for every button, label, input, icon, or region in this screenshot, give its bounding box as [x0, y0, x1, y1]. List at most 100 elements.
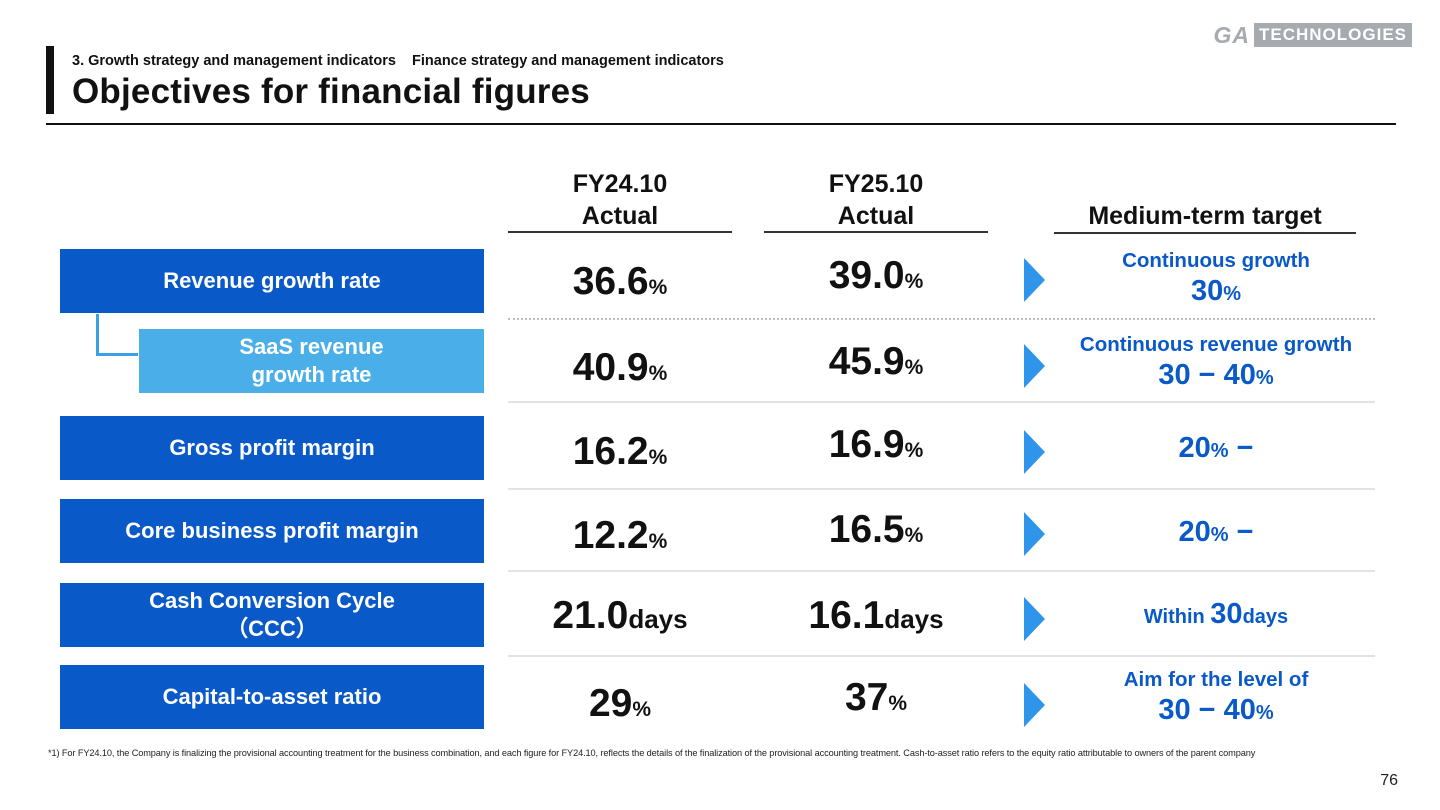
row-label-text: Gross profit margin [169, 435, 375, 460]
page-title: Objectives for financial figures [72, 72, 590, 111]
target-core-profit: 20% − [1056, 516, 1376, 549]
page-number: 76 [1380, 772, 1398, 789]
column-underline-fy25 [764, 231, 988, 233]
value-unit: % [648, 276, 668, 299]
column-underline-target [1054, 232, 1356, 234]
title-divider [46, 123, 1396, 125]
row-separator [508, 401, 1375, 403]
value-fy24-saas-growth: 40.9% [508, 346, 732, 390]
value-unit: % [888, 692, 908, 715]
column-header-fy24-type: Actual [581, 202, 659, 230]
value-number: 29 [588, 682, 633, 725]
value-unit: % [648, 530, 668, 553]
target-number: 30 − 40 [1158, 694, 1256, 726]
target-gross-profit: 20% − [1056, 432, 1376, 465]
value-fy24-capital-ratio: 29% [508, 682, 732, 726]
row-label-text-sub: （CCC） [226, 616, 318, 641]
title-accent-bar [46, 46, 54, 114]
target-capital-ratio: Aim for the level of 30 − 40% [1056, 666, 1376, 727]
row-label-text: Cash Conversion Cycle [149, 588, 395, 613]
target-unit: % [1255, 367, 1274, 389]
value-number: 16.9 [828, 423, 905, 466]
logo-technologies-text: TECHNOLOGIES [1253, 23, 1412, 47]
value-number: 16.5 [828, 508, 905, 551]
footnote: *1) For FY24.10, the Company is finalizi… [48, 748, 1256, 758]
arrow-right-icon [1024, 512, 1045, 556]
row-label-ccc: Cash Conversion Cycle （CCC） [60, 583, 484, 647]
column-header-fy25-year: FY25.10 [828, 170, 924, 198]
row-label-text: Core business profit margin [125, 518, 419, 543]
arrow-right-icon [1024, 597, 1045, 641]
breadcrumb: 3. Growth strategy and management indica… [72, 53, 724, 69]
value-number: 16.1 [808, 594, 885, 637]
target-number: 30 − 40 [1158, 359, 1256, 391]
target-saas-growth: Continuous revenue growth 30 − 40% [1056, 331, 1376, 392]
column-header-target-label: Medium-term target [1088, 202, 1322, 230]
target-ccc: Within 30days [1056, 598, 1376, 631]
value-number: 16.2 [572, 430, 649, 473]
row-label-revenue-growth: Revenue growth rate [60, 249, 484, 313]
value-fy24-gross-profit: 16.2% [508, 430, 732, 474]
arrow-right-icon [1024, 344, 1045, 388]
value-unit: % [632, 698, 652, 721]
target-revenue-growth: Continuous growth 30% [1056, 247, 1376, 308]
row-separator-dotted [508, 318, 1375, 320]
target-suffix: − [1228, 516, 1254, 548]
target-unit: days [1242, 606, 1289, 628]
value-number: 45.9 [828, 340, 905, 383]
row-label-core-business-profit: Core business profit margin [60, 499, 484, 563]
column-header-fy25: FY25.10 Actual [764, 168, 988, 232]
value-unit: % [904, 524, 924, 547]
target-number: 20 [1178, 516, 1211, 548]
arrow-right-icon [1024, 258, 1045, 302]
row-separator [508, 488, 1375, 490]
value-unit: % [648, 362, 668, 385]
value-unit: % [648, 446, 668, 469]
value-number: 37 [844, 676, 889, 719]
row-separator [508, 570, 1375, 572]
target-caption: Aim for the level of [1123, 668, 1309, 691]
arrow-right-icon [1024, 430, 1045, 474]
value-number: 40.9 [572, 346, 649, 389]
sub-item-connector [96, 314, 138, 356]
row-label-gross-profit-margin: Gross profit margin [60, 416, 484, 480]
target-unit: % [1210, 440, 1229, 462]
target-suffix: − [1228, 432, 1254, 464]
company-logo: GA TECHNOLOGIES [1213, 22, 1412, 48]
value-fy25-core-profit: 16.5% [764, 508, 988, 552]
column-header-fy24-year: FY24.10 [572, 170, 668, 198]
value-unit: % [904, 356, 924, 379]
target-caption: Continuous growth [1122, 249, 1310, 272]
column-underline-fy24 [508, 231, 732, 233]
value-number: 39.0 [828, 254, 905, 297]
target-caption: Continuous revenue growth [1079, 333, 1353, 356]
column-header-target: Medium-term target [1054, 200, 1356, 232]
value-fy25-ccc: 16.1days [764, 594, 988, 638]
value-fy25-capital-ratio: 37% [764, 676, 988, 720]
target-unit: % [1223, 283, 1242, 305]
value-unit: % [904, 270, 924, 293]
value-fy24-revenue-growth: 36.6% [508, 260, 732, 304]
target-number: 30 [1210, 598, 1243, 630]
target-unit: % [1210, 524, 1229, 546]
value-fy25-revenue-growth: 39.0% [764, 254, 988, 298]
arrow-right-icon [1024, 683, 1045, 727]
value-fy24-ccc: 21.0days [508, 594, 732, 638]
target-prefix: Within [1143, 606, 1211, 628]
value-fy25-gross-profit: 16.9% [764, 423, 988, 467]
value-unit: days [628, 604, 688, 634]
row-label-text: Revenue growth rate [163, 268, 381, 293]
value-fy24-core-profit: 12.2% [508, 514, 732, 558]
row-label-text: SaaS revenue growth rate [239, 334, 384, 387]
column-header-fy25-type: Actual [837, 202, 915, 230]
target-number: 30 [1190, 275, 1224, 307]
value-number: 36.6 [572, 260, 649, 303]
value-number: 21.0 [552, 594, 629, 637]
logo-ga-text: GA [1213, 21, 1250, 48]
value-unit: days [884, 604, 944, 634]
column-header-fy24: FY24.10 Actual [508, 168, 732, 232]
row-label-saas-revenue-growth: SaaS revenue growth rate [139, 329, 484, 393]
target-unit: % [1255, 702, 1274, 724]
row-label-text: Capital-to-asset ratio [162, 684, 382, 709]
row-separator [508, 655, 1375, 657]
